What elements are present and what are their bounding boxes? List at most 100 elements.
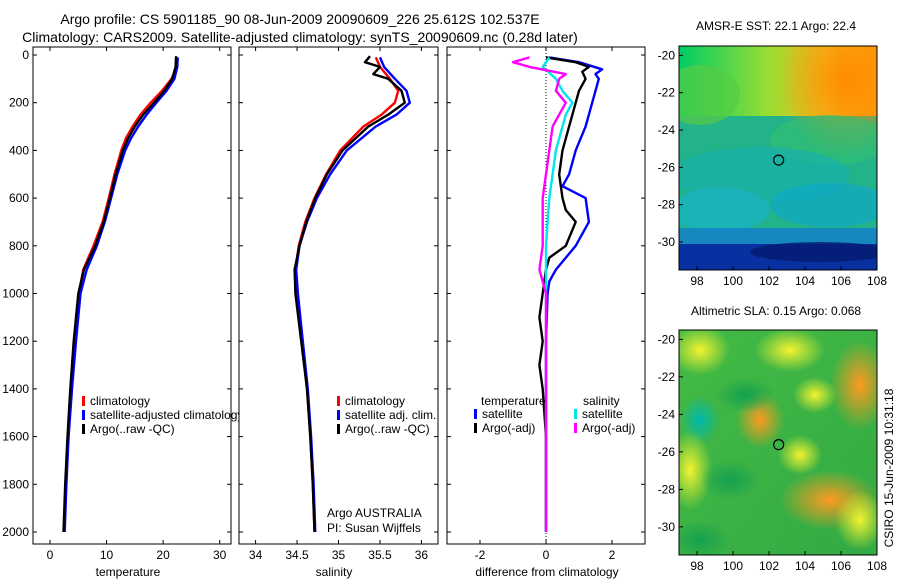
map-x-tick-label: 100 — [723, 274, 743, 288]
y-tick-label: 1600 — [2, 430, 29, 444]
temperature-series — [62, 56, 179, 533]
series-line-argo-adj — [511, 56, 567, 532]
difference-panel: -2 0 2 difference from climatology tempera… — [446, 46, 646, 579]
y-tick-label: 400 — [9, 143, 29, 157]
map-x-tick-label: 102 — [759, 559, 779, 573]
map-y-tick-label: -28 — [658, 198, 676, 212]
x-tick-label: 20 — [156, 548, 170, 562]
x-tick-label: 0 — [543, 548, 550, 562]
x-tick-label: 2 — [609, 548, 616, 562]
map-y-tick-label: -22 — [658, 370, 676, 384]
legend-label: Argo(..raw -QC) — [90, 422, 175, 436]
salinity-panel: 34 34.5 35 35.5 36 salinity climatologysatel… — [238, 46, 439, 579]
temperature-panel: 0 10 20 30 0 200 400 600 800 1000 1200 1400 1600 1800… — [2, 46, 243, 579]
legend-swatch — [82, 424, 85, 434]
x-tick-label: 30 — [213, 548, 227, 562]
legend-label: climatology — [90, 394, 150, 408]
legend-label: Argo(-adj) — [482, 421, 535, 435]
legend-label: satellite adj. clim. — [345, 408, 436, 422]
sst-heatmap — [679, 46, 877, 270]
sla-map-panel: Altimetric SLA: 0.15 Argo: 0.068 98 100 10… — [658, 304, 888, 573]
map-y-tick-label: -22 — [658, 86, 676, 100]
difference-legend: temperature salinitysatelliteArgo(-adj)sa… — [474, 394, 635, 435]
sst-map-panel: AMSR-E SST: 22.1 Argo: 22.4 98 100 102 104 1… — [658, 19, 888, 288]
map-y-tick-label: -20 — [658, 332, 676, 346]
map-x-tick-label: 98 — [690, 559, 704, 573]
map-y-tick-label: -24 — [658, 407, 676, 421]
map-y-tick-label: -26 — [658, 445, 676, 459]
map-y-tick-label: -30 — [658, 520, 676, 534]
legend-label: satellite — [482, 407, 523, 421]
map-y-tick-label: -26 — [658, 160, 676, 174]
map-y-tick-label: -20 — [658, 48, 676, 62]
x-tick-label: 34 — [249, 548, 263, 562]
difference-xlabel: difference from climatology — [475, 565, 618, 579]
map-y-tick-label: -24 — [658, 123, 676, 137]
x-tick-label: 34.5 — [285, 548, 309, 562]
map-x-tick-label: 100 — [723, 559, 743, 573]
legend-swatch — [82, 410, 85, 420]
series-line-argo-raw-qc — [293, 55, 406, 533]
sst-map-title: AMSR-E SST: 22.1 Argo: 22.4 — [696, 19, 856, 33]
map-x-tick-label: 104 — [795, 274, 815, 288]
institution-label: Argo AUSTRALIA — [327, 506, 422, 520]
legend-group-title: temperature — [481, 394, 546, 408]
legend-swatch — [337, 424, 340, 434]
difference-series — [511, 56, 604, 532]
pi-label: PI: Susan Wijffels — [327, 521, 421, 535]
legend-label: satellite-adjusted climatology — [90, 408, 243, 422]
map-x-tick-label: 106 — [831, 274, 851, 288]
sla-map-ticks: 98 100 102 104 106 108 -20 -22 -24 -26 -28 -30 — [658, 332, 888, 573]
figure-title-line-1: Argo profile: CS 5901185_90 08-Jun-2009 … — [60, 11, 539, 27]
legend-swatch — [474, 409, 477, 419]
csiro-timestamp: CSIRO 15-Jun-2009 10:31:18 — [882, 388, 896, 547]
temperature-xlabel: temperature — [96, 565, 161, 579]
legend-swatch — [474, 423, 477, 433]
sst-argo-position-marker — [773, 154, 785, 166]
sla-map-title: Altimetric SLA: 0.15 Argo: 0.068 — [691, 304, 861, 318]
map-y-tick-label: -30 — [658, 235, 676, 249]
salinity-series — [293, 55, 411, 533]
x-tick-label: 0 — [47, 548, 54, 562]
map-y-tick-label: -28 — [658, 482, 676, 496]
legend-swatch — [82, 396, 85, 406]
figure-title-line-2: Climatology: CARS2009. Satellite-adjuste… — [22, 29, 578, 45]
temperature-ticks: 0 10 20 30 0 200 400 600 800 1000 1200 1400 1600 1800… — [2, 47, 231, 562]
legend-swatch — [574, 409, 577, 419]
legend-label: satellite — [582, 407, 623, 421]
y-tick-label: 0 — [22, 48, 29, 62]
sst-map-frame — [678, 45, 878, 271]
salinity-ticks: 34 34.5 35 35.5 36 — [239, 47, 438, 562]
temperature-axes-box — [32, 46, 232, 545]
sla-map-frame — [678, 329, 878, 556]
sla-argo-position-marker — [773, 439, 785, 451]
x-tick-label: 36 — [415, 548, 429, 562]
legend-label: climatology — [345, 394, 405, 408]
legend-label: Argo(..raw -QC) — [345, 422, 430, 436]
salinity-axes-box — [238, 46, 439, 545]
legend-label: Argo(-adj) — [582, 421, 635, 435]
series-line-argo-raw-qc — [62, 56, 178, 533]
y-tick-label: 1400 — [2, 382, 29, 396]
map-x-tick-label: 104 — [795, 559, 815, 573]
x-tick-label: -2 — [475, 548, 486, 562]
map-x-tick-label: 108 — [867, 559, 887, 573]
x-tick-label: 35.5 — [368, 548, 392, 562]
legend-swatch — [337, 410, 340, 420]
y-tick-label: 800 — [9, 239, 29, 253]
map-x-tick-label: 102 — [759, 274, 779, 288]
y-tick-label: 200 — [9, 96, 29, 110]
y-tick-label: 2000 — [2, 525, 29, 539]
series-line-satellite-adjusted-climatology — [63, 57, 179, 533]
series-line-argo-adj — [538, 56, 591, 532]
sst-map-ticks: 98 100 102 104 106 108 -20 -22 -24 -26 -28 -30 — [658, 48, 888, 288]
map-x-tick-label: 108 — [867, 274, 887, 288]
x-tick-label: 35 — [332, 548, 346, 562]
x-tick-label: 10 — [100, 548, 114, 562]
legend-group-title: salinity — [583, 394, 620, 408]
map-x-tick-label: 106 — [831, 559, 851, 573]
y-tick-label: 1000 — [2, 287, 29, 301]
